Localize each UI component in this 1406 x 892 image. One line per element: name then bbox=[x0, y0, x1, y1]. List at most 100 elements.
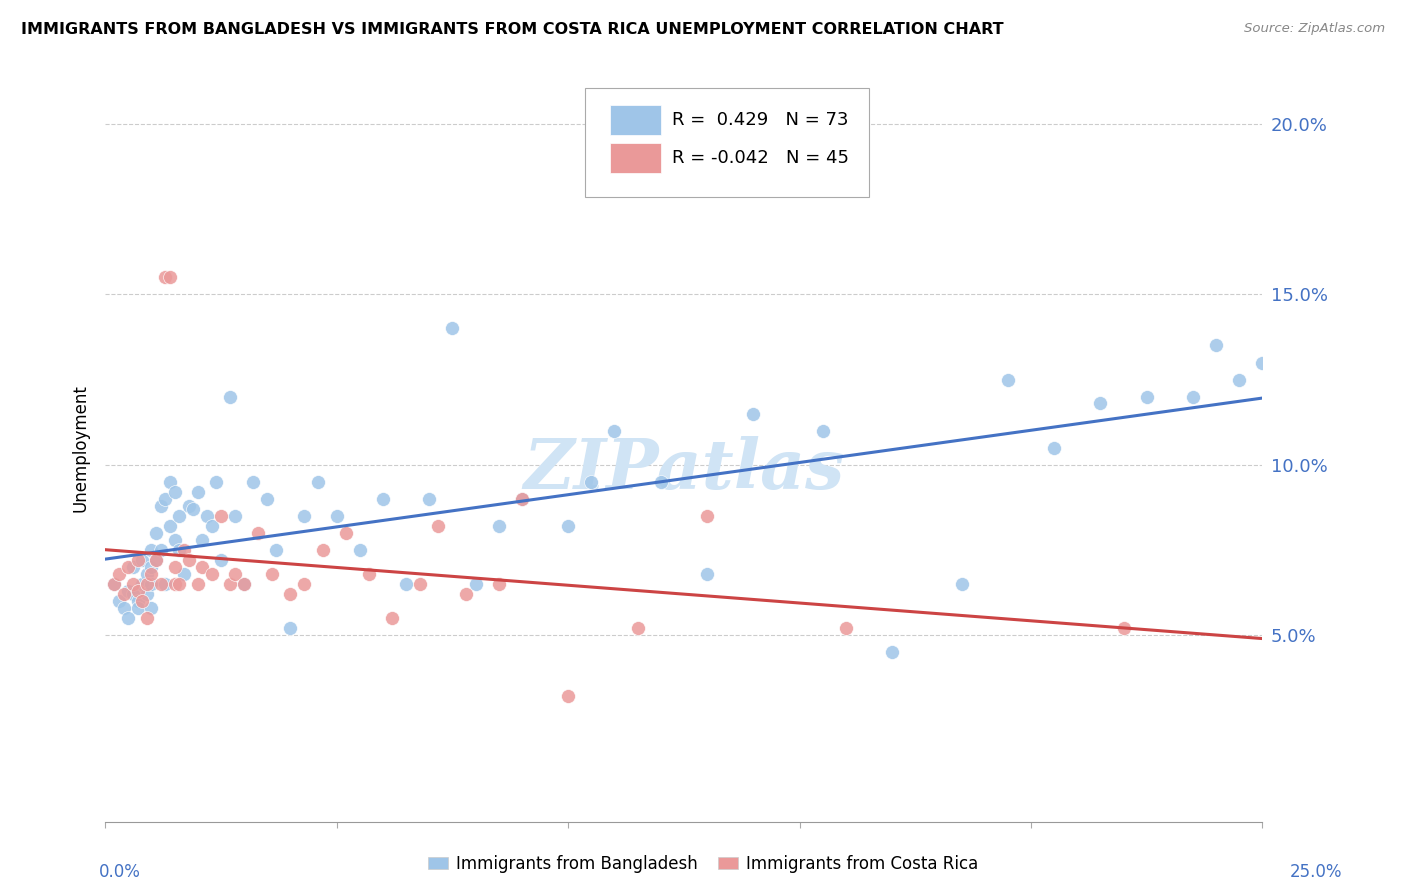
Point bbox=[510, 491, 533, 506]
Point bbox=[201, 519, 224, 533]
Point bbox=[205, 475, 228, 489]
Point bbox=[122, 577, 145, 591]
Point bbox=[135, 611, 157, 625]
Point bbox=[135, 587, 157, 601]
Point bbox=[581, 475, 603, 489]
Y-axis label: Unemployment: Unemployment bbox=[72, 384, 89, 512]
Point bbox=[292, 577, 315, 591]
Point bbox=[256, 491, 278, 506]
Point bbox=[696, 566, 718, 581]
Point bbox=[1090, 396, 1112, 410]
Point bbox=[127, 583, 149, 598]
Point bbox=[149, 542, 172, 557]
Point bbox=[122, 560, 145, 574]
Point bbox=[163, 533, 186, 547]
Point bbox=[169, 508, 191, 523]
Point bbox=[169, 577, 191, 591]
Point bbox=[131, 577, 153, 591]
Point bbox=[880, 645, 903, 659]
Point bbox=[1227, 373, 1250, 387]
Point bbox=[650, 475, 672, 489]
Point bbox=[155, 577, 177, 591]
Point bbox=[1112, 621, 1135, 635]
Point bbox=[173, 566, 195, 581]
Point bbox=[145, 553, 167, 567]
Point bbox=[233, 577, 256, 591]
Point bbox=[181, 502, 204, 516]
Point bbox=[155, 491, 177, 506]
Point bbox=[159, 475, 181, 489]
Point bbox=[1136, 390, 1159, 404]
Point bbox=[141, 600, 163, 615]
Text: IMMIGRANTS FROM BANGLADESH VS IMMIGRANTS FROM COSTA RICA UNEMPLOYMENT CORRELATIO: IMMIGRANTS FROM BANGLADESH VS IMMIGRANTS… bbox=[21, 22, 1004, 37]
Point bbox=[1181, 390, 1204, 404]
Point bbox=[201, 566, 224, 581]
Point bbox=[155, 270, 177, 285]
Point bbox=[191, 533, 214, 547]
Point bbox=[112, 587, 135, 601]
Text: 0.0%: 0.0% bbox=[98, 863, 141, 881]
Point bbox=[149, 577, 172, 591]
Point bbox=[464, 577, 486, 591]
Point bbox=[1251, 355, 1274, 369]
Legend: Immigrants from Bangladesh, Immigrants from Costa Rica: Immigrants from Bangladesh, Immigrants f… bbox=[420, 848, 986, 880]
Point bbox=[292, 508, 315, 523]
Point bbox=[381, 611, 404, 625]
Point bbox=[159, 519, 181, 533]
Point bbox=[145, 553, 167, 567]
Point bbox=[187, 485, 209, 500]
Point bbox=[117, 611, 139, 625]
Point bbox=[141, 560, 163, 574]
Point bbox=[127, 594, 149, 608]
Point bbox=[177, 499, 200, 513]
Point bbox=[177, 553, 200, 567]
Point bbox=[159, 270, 181, 285]
Point bbox=[163, 560, 186, 574]
Point bbox=[108, 594, 131, 608]
Point bbox=[246, 525, 269, 540]
Point bbox=[122, 587, 145, 601]
Point bbox=[409, 577, 432, 591]
Point bbox=[357, 566, 380, 581]
Point bbox=[557, 690, 579, 704]
Point bbox=[260, 566, 283, 581]
Point bbox=[195, 508, 218, 523]
Point bbox=[224, 508, 246, 523]
Point bbox=[163, 485, 186, 500]
Point bbox=[135, 577, 157, 591]
Text: R = -0.042   N = 45: R = -0.042 N = 45 bbox=[672, 149, 849, 167]
Point bbox=[349, 542, 371, 557]
Point bbox=[418, 491, 440, 506]
Point bbox=[1205, 338, 1227, 352]
Point bbox=[742, 407, 765, 421]
Point bbox=[141, 577, 163, 591]
Point bbox=[131, 594, 153, 608]
Point bbox=[108, 566, 131, 581]
Point bbox=[135, 566, 157, 581]
Point bbox=[187, 577, 209, 591]
Point bbox=[209, 553, 232, 567]
Point bbox=[163, 577, 186, 591]
Point bbox=[997, 373, 1019, 387]
Point bbox=[103, 577, 125, 591]
Point bbox=[325, 508, 347, 523]
Point bbox=[266, 542, 288, 557]
Point bbox=[233, 577, 256, 591]
Point bbox=[173, 542, 195, 557]
Point bbox=[127, 553, 149, 567]
Point bbox=[117, 560, 139, 574]
Point bbox=[626, 621, 648, 635]
Text: R =  0.429   N = 73: R = 0.429 N = 73 bbox=[672, 112, 849, 129]
Point bbox=[441, 321, 464, 335]
Point bbox=[335, 525, 357, 540]
Point bbox=[312, 542, 335, 557]
FancyBboxPatch shape bbox=[585, 88, 869, 196]
Point bbox=[280, 621, 302, 635]
Point bbox=[131, 553, 153, 567]
Point bbox=[950, 577, 973, 591]
Point bbox=[224, 566, 246, 581]
FancyBboxPatch shape bbox=[610, 143, 661, 173]
Point bbox=[696, 508, 718, 523]
Point bbox=[371, 491, 394, 506]
Point bbox=[456, 587, 478, 601]
